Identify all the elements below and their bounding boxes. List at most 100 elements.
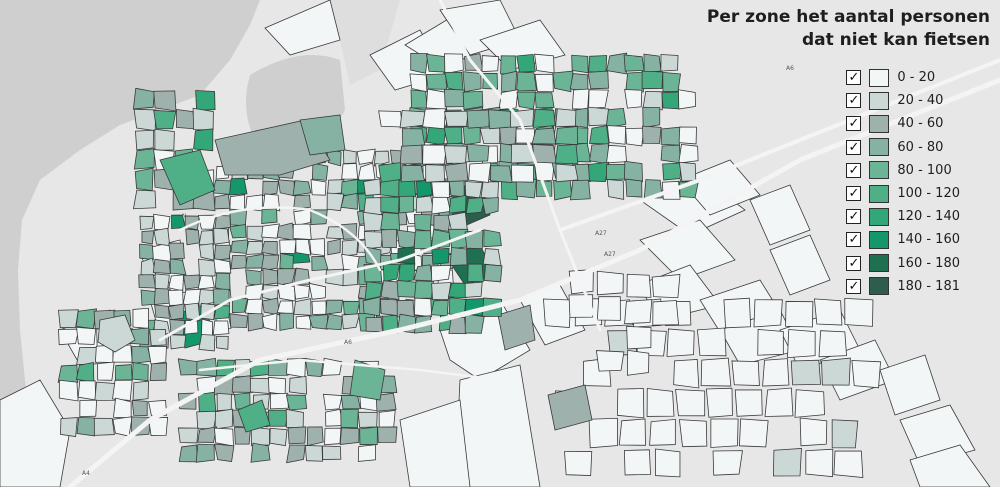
zone[interactable] [167, 289, 184, 306]
zone[interactable] [76, 326, 97, 345]
legend-item[interactable]: ✓ 100 - 120 [846, 182, 960, 205]
zone[interactable] [359, 426, 378, 445]
zone[interactable] [833, 450, 864, 479]
zone[interactable] [213, 244, 232, 261]
zone[interactable] [821, 357, 851, 386]
zone[interactable] [571, 54, 589, 74]
zone[interactable] [624, 160, 643, 183]
zone[interactable] [464, 181, 483, 199]
zone[interactable] [131, 399, 148, 417]
zone[interactable] [75, 362, 95, 383]
zone[interactable] [466, 143, 490, 163]
zone[interactable] [342, 149, 357, 165]
zone[interactable] [267, 409, 289, 427]
zone[interactable] [375, 392, 397, 412]
zone[interactable] [818, 330, 847, 358]
zone[interactable] [197, 214, 217, 230]
zone[interactable] [414, 297, 433, 318]
zone[interactable] [279, 239, 297, 255]
zone[interactable] [444, 53, 464, 75]
zone[interactable] [757, 329, 784, 356]
zone[interactable] [532, 143, 557, 164]
zone[interactable] [490, 165, 513, 184]
legend-checkbox[interactable]: ✓ [846, 162, 862, 178]
zone[interactable] [363, 178, 382, 196]
zone[interactable] [673, 359, 700, 389]
zone[interactable] [309, 238, 326, 257]
zone[interactable] [413, 213, 432, 232]
zone[interactable] [678, 89, 696, 110]
zone[interactable] [497, 304, 536, 351]
zone[interactable] [554, 144, 579, 165]
zone[interactable] [675, 389, 706, 417]
zone[interactable] [430, 264, 452, 282]
zone[interactable] [365, 317, 383, 333]
zone[interactable] [138, 274, 157, 289]
zone[interactable] [738, 418, 769, 448]
zone[interactable] [587, 106, 610, 127]
zone[interactable] [679, 159, 761, 216]
zone[interactable] [444, 88, 466, 108]
zone[interactable] [588, 89, 609, 109]
zone[interactable] [595, 350, 625, 372]
zone[interactable] [195, 90, 216, 111]
zone[interactable] [264, 0, 341, 56]
legend-item[interactable]: ✓ 180 - 181 [846, 275, 960, 298]
zone[interactable] [534, 92, 555, 109]
zone[interactable] [643, 53, 662, 74]
zone[interactable] [132, 307, 149, 329]
zone[interactable] [378, 110, 403, 128]
zone[interactable] [262, 180, 279, 197]
zone[interactable] [642, 125, 662, 144]
zone[interactable] [237, 399, 271, 433]
zone[interactable] [154, 273, 170, 291]
zone[interactable] [700, 357, 732, 387]
zone[interactable] [516, 71, 537, 92]
zone[interactable] [310, 209, 328, 226]
zone[interactable] [516, 91, 537, 110]
zone[interactable] [462, 90, 484, 111]
zone[interactable] [292, 194, 311, 211]
zone[interactable] [448, 194, 467, 214]
zone[interactable] [214, 215, 231, 230]
legend-item[interactable]: ✓ 20 - 40 [846, 89, 960, 112]
zone[interactable] [293, 283, 310, 300]
zone[interactable] [731, 360, 760, 386]
zone[interactable] [534, 73, 554, 93]
zone[interactable] [185, 228, 200, 246]
zone[interactable] [425, 164, 446, 183]
zone[interactable] [487, 109, 512, 130]
legend-item[interactable]: ✓ 40 - 60 [846, 112, 960, 135]
zone[interactable] [380, 280, 400, 301]
zone[interactable] [790, 359, 822, 386]
zone[interactable] [588, 417, 618, 449]
zone[interactable] [431, 247, 450, 265]
zone[interactable] [764, 387, 794, 417]
zone[interactable] [498, 89, 519, 110]
zone[interactable] [416, 179, 433, 198]
zone[interactable] [292, 223, 312, 240]
zone[interactable] [153, 288, 171, 306]
zone[interactable] [277, 179, 296, 197]
zone[interactable] [362, 296, 381, 317]
zone[interactable] [295, 315, 312, 330]
zone[interactable] [466, 109, 491, 129]
zone[interactable] [660, 126, 682, 146]
legend-item[interactable]: ✓ 140 - 160 [846, 228, 960, 251]
zone[interactable] [483, 264, 503, 283]
zone[interactable] [626, 325, 652, 350]
zone[interactable] [378, 410, 396, 430]
zone[interactable] [410, 52, 429, 74]
zone[interactable] [623, 54, 645, 72]
zone[interactable] [279, 253, 294, 271]
zone[interactable] [168, 274, 184, 292]
zone[interactable] [762, 358, 790, 387]
zone[interactable] [198, 391, 217, 413]
zone[interactable] [909, 444, 991, 487]
zone[interactable] [292, 180, 312, 197]
zone[interactable] [340, 192, 358, 210]
zone[interactable] [382, 263, 400, 282]
zone[interactable] [363, 231, 384, 250]
